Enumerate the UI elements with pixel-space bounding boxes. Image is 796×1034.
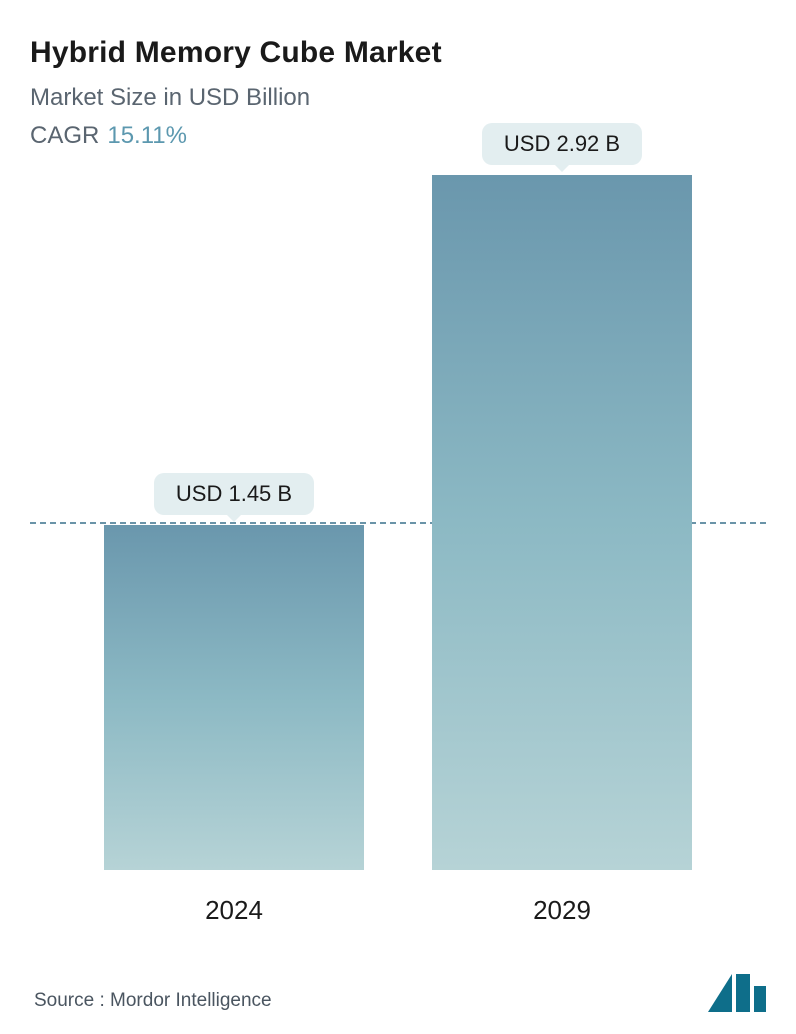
mordor-logo-icon [708,974,766,1012]
source-text: Source : Mordor Intelligence [34,990,272,1012]
chart-title: Hybrid Memory Cube Market [30,36,766,70]
x-label-2024: 2024 [104,895,364,926]
bars-container: USD 1.45 B USD 2.92 B [30,170,766,870]
bar-2029 [432,175,692,870]
x-label-2029: 2029 [432,895,692,926]
value-pill-2024: USD 1.45 B [154,473,314,515]
x-axis: 2024 2029 [30,895,766,926]
footer: Source : Mordor Intelligence [34,974,766,1012]
chart-subtitle: Market Size in USD Billion [30,84,766,112]
cagr-value: 15.11% [107,122,187,149]
bar-column-2024: USD 1.45 B [104,473,364,870]
bar-2024 [104,525,364,870]
bar-column-2029: USD 2.92 B [432,123,692,870]
value-pill-2029: USD 2.92 B [482,123,642,165]
chart-area: USD 1.45 B USD 2.92 B 2024 2029 [30,170,766,870]
cagr-label: CAGR [30,122,99,149]
